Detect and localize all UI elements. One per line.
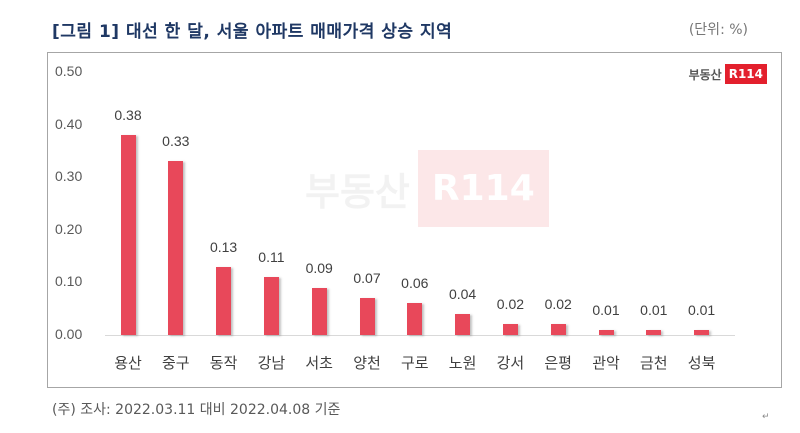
bar-강남 bbox=[263, 277, 279, 335]
value-label: 0.07 bbox=[353, 270, 381, 287]
value-label: 0.02 bbox=[496, 296, 525, 313]
x-category-label: 강남 bbox=[257, 354, 286, 372]
bar-관악 bbox=[598, 329, 614, 335]
value-label: 0.11 bbox=[258, 249, 285, 266]
logo-text: 부동산 bbox=[688, 67, 722, 82]
value-label: 0.01 bbox=[640, 301, 668, 318]
value-label: 0.33 bbox=[162, 133, 190, 150]
value-label: 0.01 bbox=[687, 301, 716, 318]
value-label: 0.04 bbox=[448, 285, 477, 302]
x-category-label: 양천 bbox=[353, 354, 381, 372]
source-note: (주) 조사: 2022.03.11 대비 2022.04.08 기준 bbox=[52, 402, 341, 418]
x-category-label: 동작 bbox=[209, 354, 238, 372]
y-tick-label: 0.20 bbox=[55, 220, 83, 237]
x-category-label: 금천 bbox=[639, 354, 668, 372]
x-category-label: 성북 bbox=[687, 354, 716, 372]
watermark: 부동산 R114 bbox=[305, 150, 549, 227]
bar-구로 bbox=[407, 303, 423, 335]
bar-금천 bbox=[646, 329, 662, 335]
y-tick-label: 0.50 bbox=[55, 63, 83, 79]
brand-logo: 부동산 R114 bbox=[689, 64, 767, 84]
logo-badge-icon: R114 bbox=[724, 64, 767, 84]
x-category-label: 강서 bbox=[496, 354, 525, 372]
bar-용산 bbox=[120, 135, 136, 335]
x-category-label: 서초 bbox=[305, 354, 333, 372]
x-category-label: 관악 bbox=[592, 354, 620, 372]
bar-양천 bbox=[359, 298, 375, 335]
x-category-label: 은평 bbox=[544, 354, 572, 372]
x-category-label: 용산 bbox=[114, 354, 142, 372]
value-label: 0.06 bbox=[401, 275, 429, 292]
y-tick-label: 0.30 bbox=[55, 168, 83, 185]
bar-강서 bbox=[502, 324, 518, 335]
watermark-badge: R114 bbox=[417, 150, 549, 227]
x-category-label: 노원 bbox=[448, 354, 477, 372]
bar-은평 bbox=[550, 324, 566, 335]
chart-title: [그림 1] 대선 한 달, 서울 아파트 매매가격 상승 지역 bbox=[52, 22, 453, 42]
bar-성북 bbox=[694, 329, 710, 335]
value-label: 0.38 bbox=[114, 107, 142, 124]
y-tick-label: 0.00 bbox=[55, 326, 83, 342]
value-label: 0.02 bbox=[544, 296, 572, 313]
x-axis-line bbox=[105, 335, 735, 336]
bar-노원 bbox=[455, 313, 471, 335]
x-category-label: 중구 bbox=[161, 354, 190, 372]
y-tick-label: 0.10 bbox=[55, 273, 83, 290]
unit-label: (단위: %) bbox=[688, 22, 748, 38]
y-tick-label: 0.40 bbox=[55, 115, 83, 132]
return-mark: ↵ bbox=[762, 412, 770, 422]
value-label: 0.01 bbox=[592, 301, 620, 318]
value-label: 0.13 bbox=[209, 238, 238, 255]
bar-동작 bbox=[216, 266, 232, 335]
bar-서초 bbox=[311, 287, 327, 335]
watermark-text: 부동산 bbox=[305, 170, 410, 214]
x-category-label: 구로 bbox=[400, 354, 429, 372]
value-label: 0.09 bbox=[305, 259, 333, 276]
bar-중구 bbox=[168, 161, 184, 335]
